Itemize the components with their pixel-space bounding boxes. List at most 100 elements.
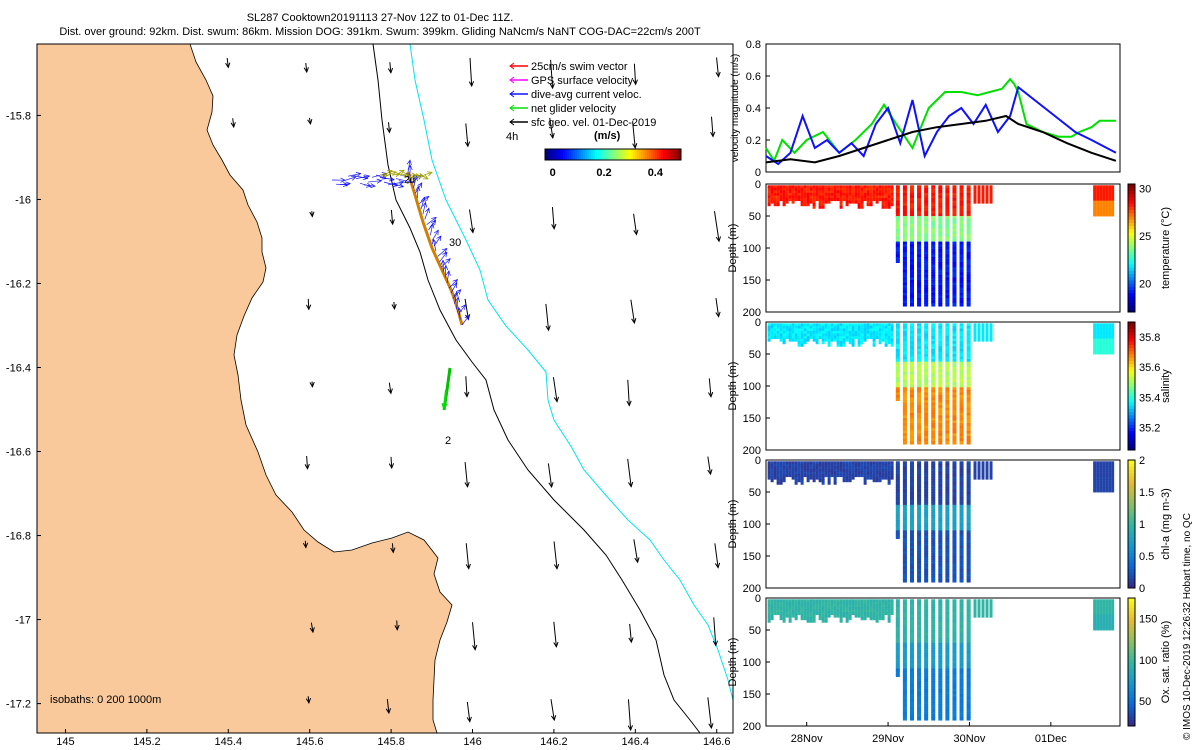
profile-sample	[1093, 325, 1097, 329]
profile-sample	[931, 486, 936, 491]
profile-sample	[917, 709, 922, 713]
profile-sample	[945, 502, 950, 506]
profile-sample	[931, 341, 936, 345]
profile-sample	[917, 364, 922, 368]
profile-sample	[833, 479, 837, 483]
profile-sample	[890, 599, 894, 603]
profile-sample	[938, 630, 943, 634]
profile-sample	[959, 688, 964, 693]
profile-sample	[779, 195, 783, 199]
profile-sample	[1102, 346, 1106, 350]
profile-sample	[878, 192, 882, 196]
profile-sample	[973, 612, 977, 616]
profile-sample	[945, 471, 950, 476]
depth-tick-label: 150	[743, 275, 761, 287]
profile-sample	[1111, 627, 1115, 631]
profile-sample	[938, 474, 943, 478]
profile-sample	[966, 543, 971, 547]
colorbar-cell	[625, 149, 628, 160]
profile-sample	[833, 476, 837, 480]
profile-sample	[924, 471, 929, 476]
profile-sample	[884, 343, 888, 347]
profile-sample	[902, 704, 907, 708]
profile-sample	[776, 463, 780, 467]
profile-sample	[924, 341, 929, 345]
profile-sample	[895, 532, 900, 537]
profile-sample	[812, 601, 816, 605]
profile-sample	[1111, 476, 1115, 480]
profile-sample	[821, 323, 825, 327]
profile-colorbar-cell	[1128, 395, 1135, 400]
profile-sample	[924, 359, 929, 363]
profile-sample	[959, 428, 964, 432]
profile-sample	[878, 606, 882, 610]
profile-sample	[881, 474, 885, 478]
profile-colorbar-cell	[1128, 520, 1135, 525]
profile-sample	[909, 645, 914, 649]
profile-colorbar-cell	[1128, 620, 1135, 625]
profile-sample	[1093, 333, 1097, 337]
profile-sample	[872, 336, 876, 340]
profile-sample	[966, 190, 971, 194]
profile-colorbar-cell	[1128, 190, 1135, 195]
profile-sample	[887, 476, 891, 480]
profile-sample	[818, 185, 822, 189]
profile-colorbar-cell	[1128, 366, 1135, 371]
profile-sample	[770, 463, 774, 467]
profile-sample	[836, 609, 840, 613]
profile-sample	[1093, 612, 1097, 616]
profile-sample	[818, 198, 822, 202]
profile-sample	[779, 333, 783, 337]
profile-sample	[803, 328, 807, 332]
profile-sample	[945, 635, 950, 639]
profile-sample	[931, 423, 936, 427]
profile-sample	[924, 213, 929, 217]
profile-sample	[1102, 210, 1106, 214]
profile-sample	[809, 336, 813, 340]
profile-sample	[854, 614, 858, 618]
profile-sample	[1096, 341, 1100, 345]
profile-sample	[812, 461, 816, 465]
sfc-velocity-arrow	[385, 699, 392, 715]
profile-sample	[902, 262, 907, 266]
profile-sample	[821, 606, 825, 610]
colorbar-cell	[595, 149, 598, 160]
profile-sample	[931, 711, 936, 716]
profile-sample	[1108, 348, 1112, 352]
profile-sample	[966, 471, 971, 476]
sfc-velocity-arrow	[633, 213, 639, 236]
profile-sample	[881, 466, 885, 470]
profile-sample	[809, 599, 813, 603]
profile-sample	[945, 297, 950, 302]
profile-sample	[938, 325, 943, 330]
profile-sample	[938, 346, 943, 350]
profile-sample	[966, 694, 971, 698]
profile-sample	[959, 647, 964, 652]
profile-sample	[836, 325, 840, 329]
colorbar-frame	[544, 148, 682, 161]
profile-sample	[833, 185, 837, 189]
profile-sample	[833, 336, 837, 340]
profile-sample	[945, 262, 950, 266]
profile-sample	[895, 359, 900, 363]
profile-sample	[902, 210, 907, 215]
profile-sample	[924, 512, 929, 516]
profile-colorbar-cell	[1128, 700, 1135, 705]
profile-colorbar-cell	[1128, 575, 1135, 579]
profile-sample	[779, 198, 783, 202]
profile-sample	[902, 665, 907, 670]
profile-sample	[1093, 479, 1097, 483]
profile-sample	[767, 325, 771, 329]
profile-colorbar-cell	[1128, 296, 1135, 300]
profile-sample	[869, 476, 873, 480]
profile-sample	[821, 476, 825, 480]
profile-sample	[866, 200, 870, 204]
profile-sample	[966, 389, 971, 394]
profile-sample	[981, 463, 985, 467]
profile-colorbar-cell	[1128, 308, 1135, 313]
profile-sample	[989, 328, 993, 332]
profile-sample	[902, 527, 907, 532]
profile-sample	[931, 655, 936, 660]
profile-sample	[809, 619, 813, 623]
profile-sample	[931, 377, 936, 381]
